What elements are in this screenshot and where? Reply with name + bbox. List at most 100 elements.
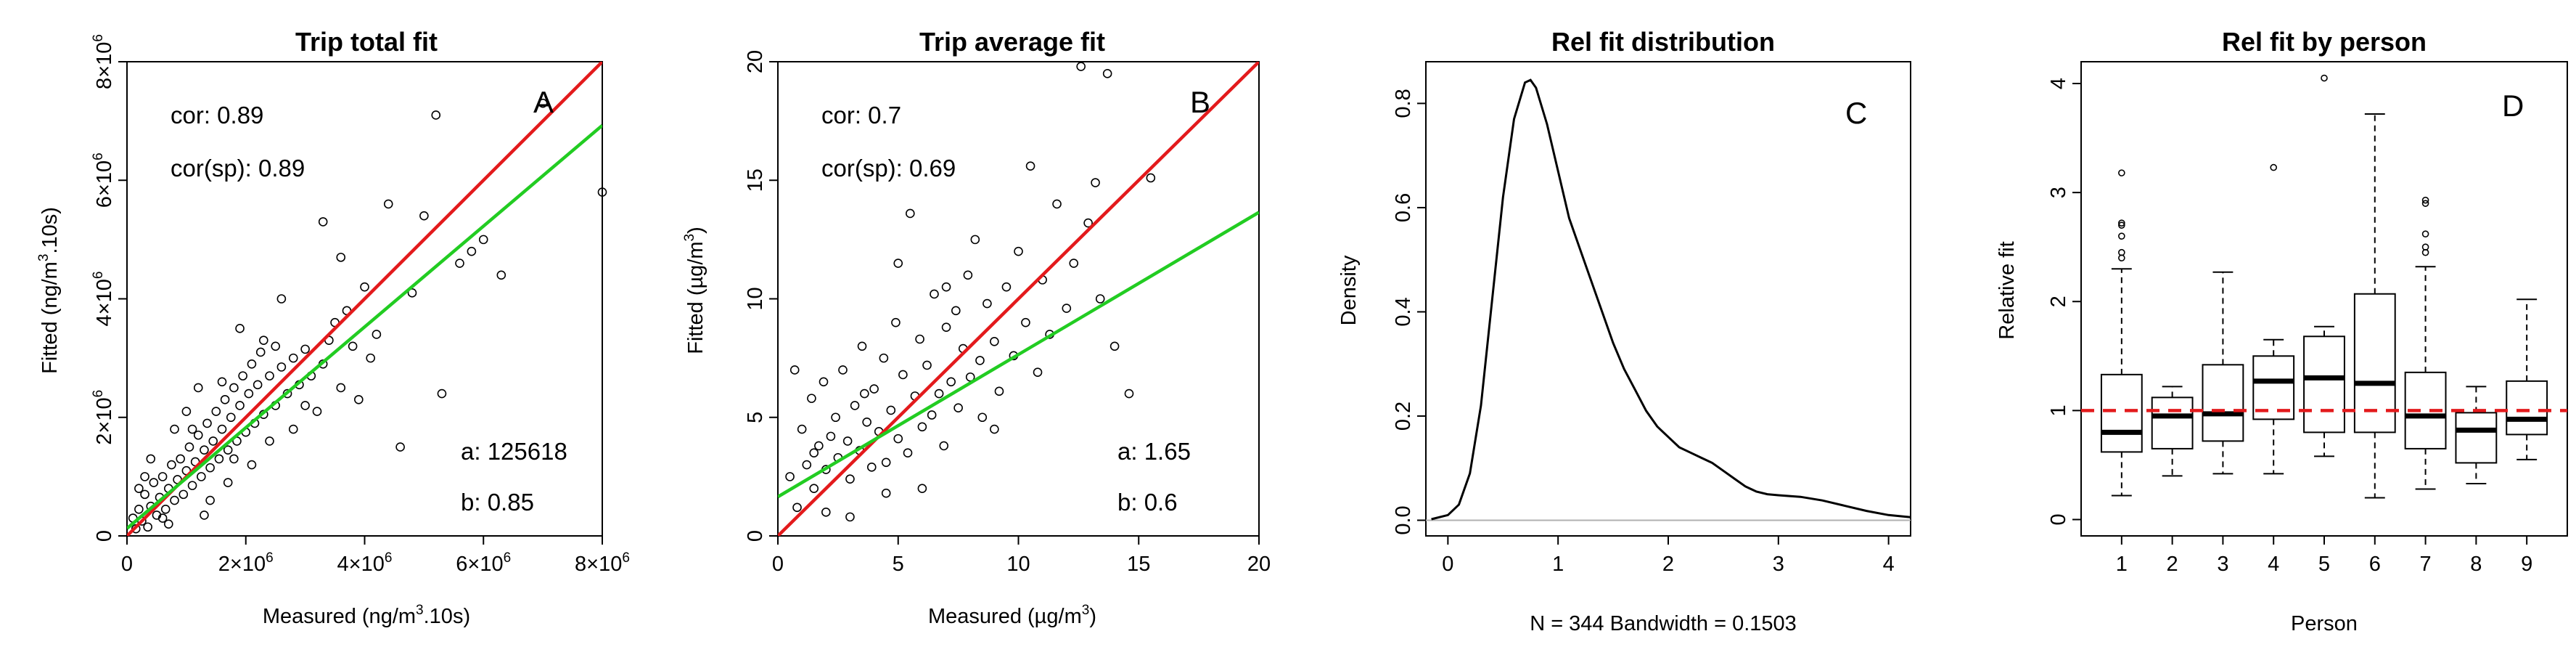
- panel-a-point: [247, 359, 257, 369]
- panel-a-point: [597, 187, 607, 197]
- panel-d-x-tick-label: 3: [2217, 553, 2228, 576]
- panel-a-x-tick-label: 4×106: [337, 550, 393, 576]
- panel-a-point: [407, 288, 417, 298]
- panel-a-point: [205, 495, 215, 505]
- panel-a-point: [538, 98, 548, 108]
- panel-a-point: [226, 412, 236, 423]
- panel-b-point: [838, 365, 848, 375]
- panel-b-point: [927, 410, 937, 420]
- panel-a-point: [187, 424, 197, 434]
- panel-b-point: [1069, 259, 1079, 268]
- panel-b-y-tick-label: 20: [744, 50, 767, 73]
- panel-a-point: [259, 335, 268, 345]
- panel-a-point: [318, 217, 328, 227]
- panel-b-point: [994, 386, 1004, 396]
- panel-b-point: [845, 474, 855, 484]
- panel-b-point: [1095, 294, 1105, 304]
- panel-b-point: [826, 431, 836, 441]
- panel-d-ylabel: Relative fit: [1995, 241, 2019, 339]
- panel-b-point: [831, 412, 840, 423]
- panel-a-point: [217, 424, 227, 434]
- panel-a-y-tick-label: 8×106: [91, 34, 116, 89]
- panel-a-point: [383, 199, 393, 209]
- panel-d-x-tick-label: 1: [2116, 553, 2128, 576]
- panel-d-x-tick-label: 6: [2369, 553, 2381, 576]
- panel-b-cor-text: cor: 0.7: [821, 102, 901, 129]
- panel-b-point: [1091, 178, 1100, 187]
- panel-a-point: [170, 495, 179, 505]
- panel-b-point: [807, 394, 816, 403]
- panel-b-point: [866, 463, 877, 472]
- panel-c-y-tick-label: 0.8: [1392, 89, 1415, 118]
- panel-a-point: [211, 407, 221, 416]
- panel-a-fit-line: [127, 123, 602, 530]
- panel-b-point: [1146, 173, 1156, 183]
- panel-d-box-7: [2404, 196, 2447, 490]
- panel-a-point: [235, 324, 245, 333]
- panel-b-x-tick-label: 15: [1127, 553, 1150, 576]
- panel-b-point: [1033, 367, 1043, 378]
- panel-a-point: [360, 282, 369, 292]
- panel-a-point: [184, 442, 194, 452]
- panel-b-point: [915, 334, 924, 344]
- panel-a-point: [146, 454, 156, 464]
- panel-b-point: [1102, 69, 1112, 78]
- panel-b-point: [1025, 161, 1035, 171]
- panel-b-point: [990, 336, 999, 346]
- panel-b-point: [862, 417, 871, 427]
- panel-b-point: [785, 472, 795, 481]
- panel-a-point: [157, 472, 168, 481]
- panel-a-point: [300, 401, 310, 410]
- panel-a-identity-line: [127, 62, 602, 536]
- panel-a-point: [187, 481, 197, 490]
- panel-b-point: [965, 372, 975, 382]
- panel-a-point: [181, 407, 192, 416]
- panel-a-point: [167, 460, 176, 470]
- panel-a-point: [205, 463, 215, 473]
- panel-b-fit-line: [778, 211, 1259, 499]
- panel-a-point: [157, 513, 168, 523]
- panel-d-x-tick-label: 4: [2268, 553, 2279, 576]
- panel-b-xlabel: Measured (µg/m3): [928, 603, 1096, 628]
- panel-b-x-tick-label: 0: [772, 553, 784, 576]
- panel-a-point: [202, 418, 212, 428]
- panel-a-point: [214, 454, 224, 464]
- panel-b-point: [850, 401, 860, 410]
- panel-b-point: [990, 424, 999, 434]
- panel-a-point: [300, 344, 310, 354]
- panel-d-iqr-box: [2455, 412, 2498, 464]
- panel-c-ylabel: Density: [1337, 255, 1361, 325]
- panel-b-x-tick-label: 10: [1006, 553, 1030, 576]
- panel-b-point: [970, 235, 980, 245]
- panel-d-plot: 1 2 3 4 5 6 7 8 9 0 1 2 3 4 D: [2047, 61, 2568, 576]
- panel-b-point: [1109, 341, 1120, 351]
- panel-d-outlier: [2118, 232, 2125, 240]
- panel-c-y-tick-label: 0.2: [1392, 402, 1415, 431]
- panel-a-point: [354, 394, 364, 404]
- panel-a-plot: 0 2×106 4×106 6×106 8×106 0 2×106 4×106 6×106 8×1…: [91, 34, 630, 576]
- panel-b-point: [941, 322, 951, 332]
- panel-a-point: [265, 371, 274, 381]
- panel-b-point: [1001, 282, 1012, 292]
- panel-a-point: [255, 347, 266, 357]
- panel-b-point: [906, 208, 915, 219]
- panel-b-point: [893, 434, 903, 444]
- panel-a-x-tick-label: 0: [121, 553, 133, 576]
- panel-b-point: [934, 388, 944, 399]
- panel-a-point: [282, 388, 292, 399]
- panel-c-title: Rel fit distribution: [1551, 27, 1775, 57]
- panel-a-point: [223, 478, 233, 487]
- panel-d-iqr-box: [2506, 380, 2548, 436]
- panel-a-point: [134, 504, 144, 514]
- panel-b-point: [975, 356, 985, 365]
- panel-a-point: [140, 472, 149, 481]
- panel-b-point: [1124, 388, 1134, 399]
- panel-d-box-3: [2202, 271, 2244, 475]
- panel-b-point: [886, 405, 896, 415]
- panel-a-point: [223, 445, 233, 455]
- panel-b-point: [1076, 62, 1086, 71]
- panel-b-point: [930, 289, 939, 299]
- panel-d-title: Rel fit by person: [2222, 27, 2427, 57]
- panel-a-point: [220, 394, 230, 404]
- panel-b-point: [941, 282, 951, 292]
